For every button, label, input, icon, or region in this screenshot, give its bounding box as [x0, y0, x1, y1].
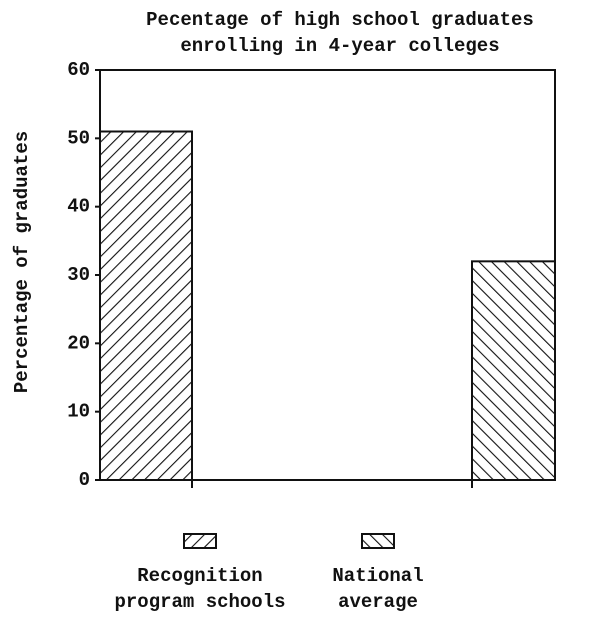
y-tick-label: 60 — [67, 59, 90, 81]
y-tick-label: 20 — [67, 332, 90, 354]
chart-title: Pecentage of high school graduates — [146, 9, 534, 31]
y-tick-label: 50 — [67, 127, 90, 149]
legend-label: National average — [332, 565, 424, 613]
legend-label: Recognition program schools — [114, 565, 286, 613]
y-tick-label: 10 — [67, 401, 90, 423]
y-tick-label: 30 — [67, 264, 90, 286]
bar — [471, 260, 556, 482]
legend-swatch — [183, 533, 217, 549]
legend-swatch — [361, 533, 395, 549]
chart-title: enrolling in 4-year colleges — [180, 35, 499, 57]
y-tick-label: 40 — [67, 196, 90, 218]
bar — [99, 130, 193, 481]
y-tick-label: 0 — [79, 469, 90, 491]
y-axis-label: Percentage of graduates — [11, 131, 33, 393]
